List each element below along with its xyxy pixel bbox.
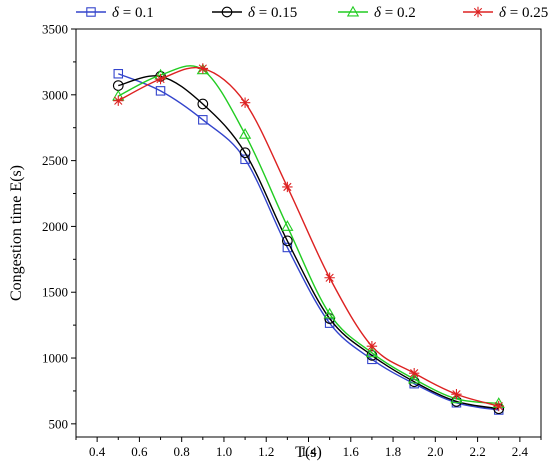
x-tick-label: 1.4 — [300, 444, 317, 459]
legend-item-2: δ = 0.15 — [212, 5, 297, 21]
data-point — [281, 220, 294, 231]
series-3 — [112, 63, 505, 408]
legend-item-3: δ = 0.2 — [338, 5, 416, 21]
series-1 — [113, 68, 504, 415]
legend-value: = 0.2 — [381, 5, 416, 21]
data-point — [198, 115, 208, 125]
legend-item-4: δ = 0.25 — [463, 5, 548, 21]
data-point — [408, 367, 420, 379]
legend-symbol: δ — [374, 5, 382, 21]
legend-label: δ = 0.25 — [499, 5, 548, 21]
data-point — [451, 389, 462, 400]
data-point — [197, 63, 209, 74]
data-point — [113, 68, 124, 79]
y-tick-label: 2000 — [42, 219, 68, 234]
y-tick-label: 1000 — [42, 351, 68, 366]
legend-label: δ = 0.1 — [112, 5, 154, 21]
x-tick-label: 1.6 — [343, 444, 360, 459]
x-axis-title: T(s) — [295, 444, 322, 461]
x-tick-label: 1.0 — [216, 444, 232, 459]
y-tick-label: 500 — [49, 416, 69, 431]
y-tick-label: 2500 — [42, 153, 68, 168]
data-point — [450, 392, 463, 404]
data-point — [221, 6, 233, 18]
x-tick-label: 0.8 — [174, 444, 190, 459]
data-point — [155, 73, 166, 85]
data-point — [239, 147, 251, 159]
data-point — [282, 235, 293, 247]
y-tick-label: 3500 — [42, 22, 68, 37]
series-line — [117, 66, 499, 407]
data-point — [112, 80, 124, 91]
x-tick-label: 2.2 — [469, 444, 485, 459]
data-point — [86, 7, 96, 17]
legend-label: δ = 0.2 — [374, 5, 416, 21]
series-line — [118, 73, 499, 411]
data-point — [282, 242, 293, 253]
legend-value: = 0.15 — [255, 5, 297, 21]
x-axis: 0.4 0.6 0.8 1.0 1.2 1.4 1.6 1.8 2.0 2.2 2.4 — [75, 437, 542, 459]
legend-label: δ = 0.15 — [248, 5, 297, 21]
data-point — [346, 5, 360, 17]
data-point — [408, 372, 421, 384]
x-tick-label: 2.0 — [427, 444, 443, 459]
series-layer — [112, 63, 505, 415]
y-axis-title: Congestion time E(s) — [8, 165, 25, 301]
data-point — [282, 181, 293, 193]
legend-symbol: δ — [112, 5, 120, 21]
data-point — [197, 98, 209, 110]
x-tick-label: 0.6 — [131, 444, 148, 459]
legend-value: = 0.25 — [506, 5, 548, 21]
series-line — [118, 75, 499, 410]
data-point — [239, 97, 251, 108]
x-tick-label: 1.2 — [258, 444, 274, 459]
data-point — [472, 6, 484, 18]
series-2 — [112, 71, 505, 415]
data-point — [323, 307, 336, 319]
data-point — [365, 346, 379, 358]
legend-item-1: δ = 0.1 — [76, 5, 154, 21]
y-axis: 500 1000 1500 2000 2500 3000 3500 — [42, 22, 76, 431]
y-tick-label: 1500 — [42, 285, 68, 300]
legend-symbol: δ — [499, 5, 507, 21]
data-point — [155, 86, 166, 96]
data-point — [493, 400, 504, 412]
legend-value: = 0.1 — [119, 5, 154, 21]
x-tick-label: 0.4 — [89, 444, 106, 459]
x-tick-label: 1.8 — [385, 444, 401, 459]
series-4 — [113, 63, 504, 412]
data-point — [324, 272, 335, 283]
data-point — [366, 340, 378, 352]
data-point — [238, 127, 252, 139]
x-tick-label: 2.4 — [512, 444, 529, 459]
legend-symbol: δ — [248, 5, 256, 21]
legend: δ = 0.1 δ = 0.15 δ = 0.2 δ = 0.25 — [76, 5, 548, 21]
y-tick-label: 3000 — [42, 87, 68, 102]
series-line — [117, 65, 499, 405]
data-point — [113, 95, 124, 106]
